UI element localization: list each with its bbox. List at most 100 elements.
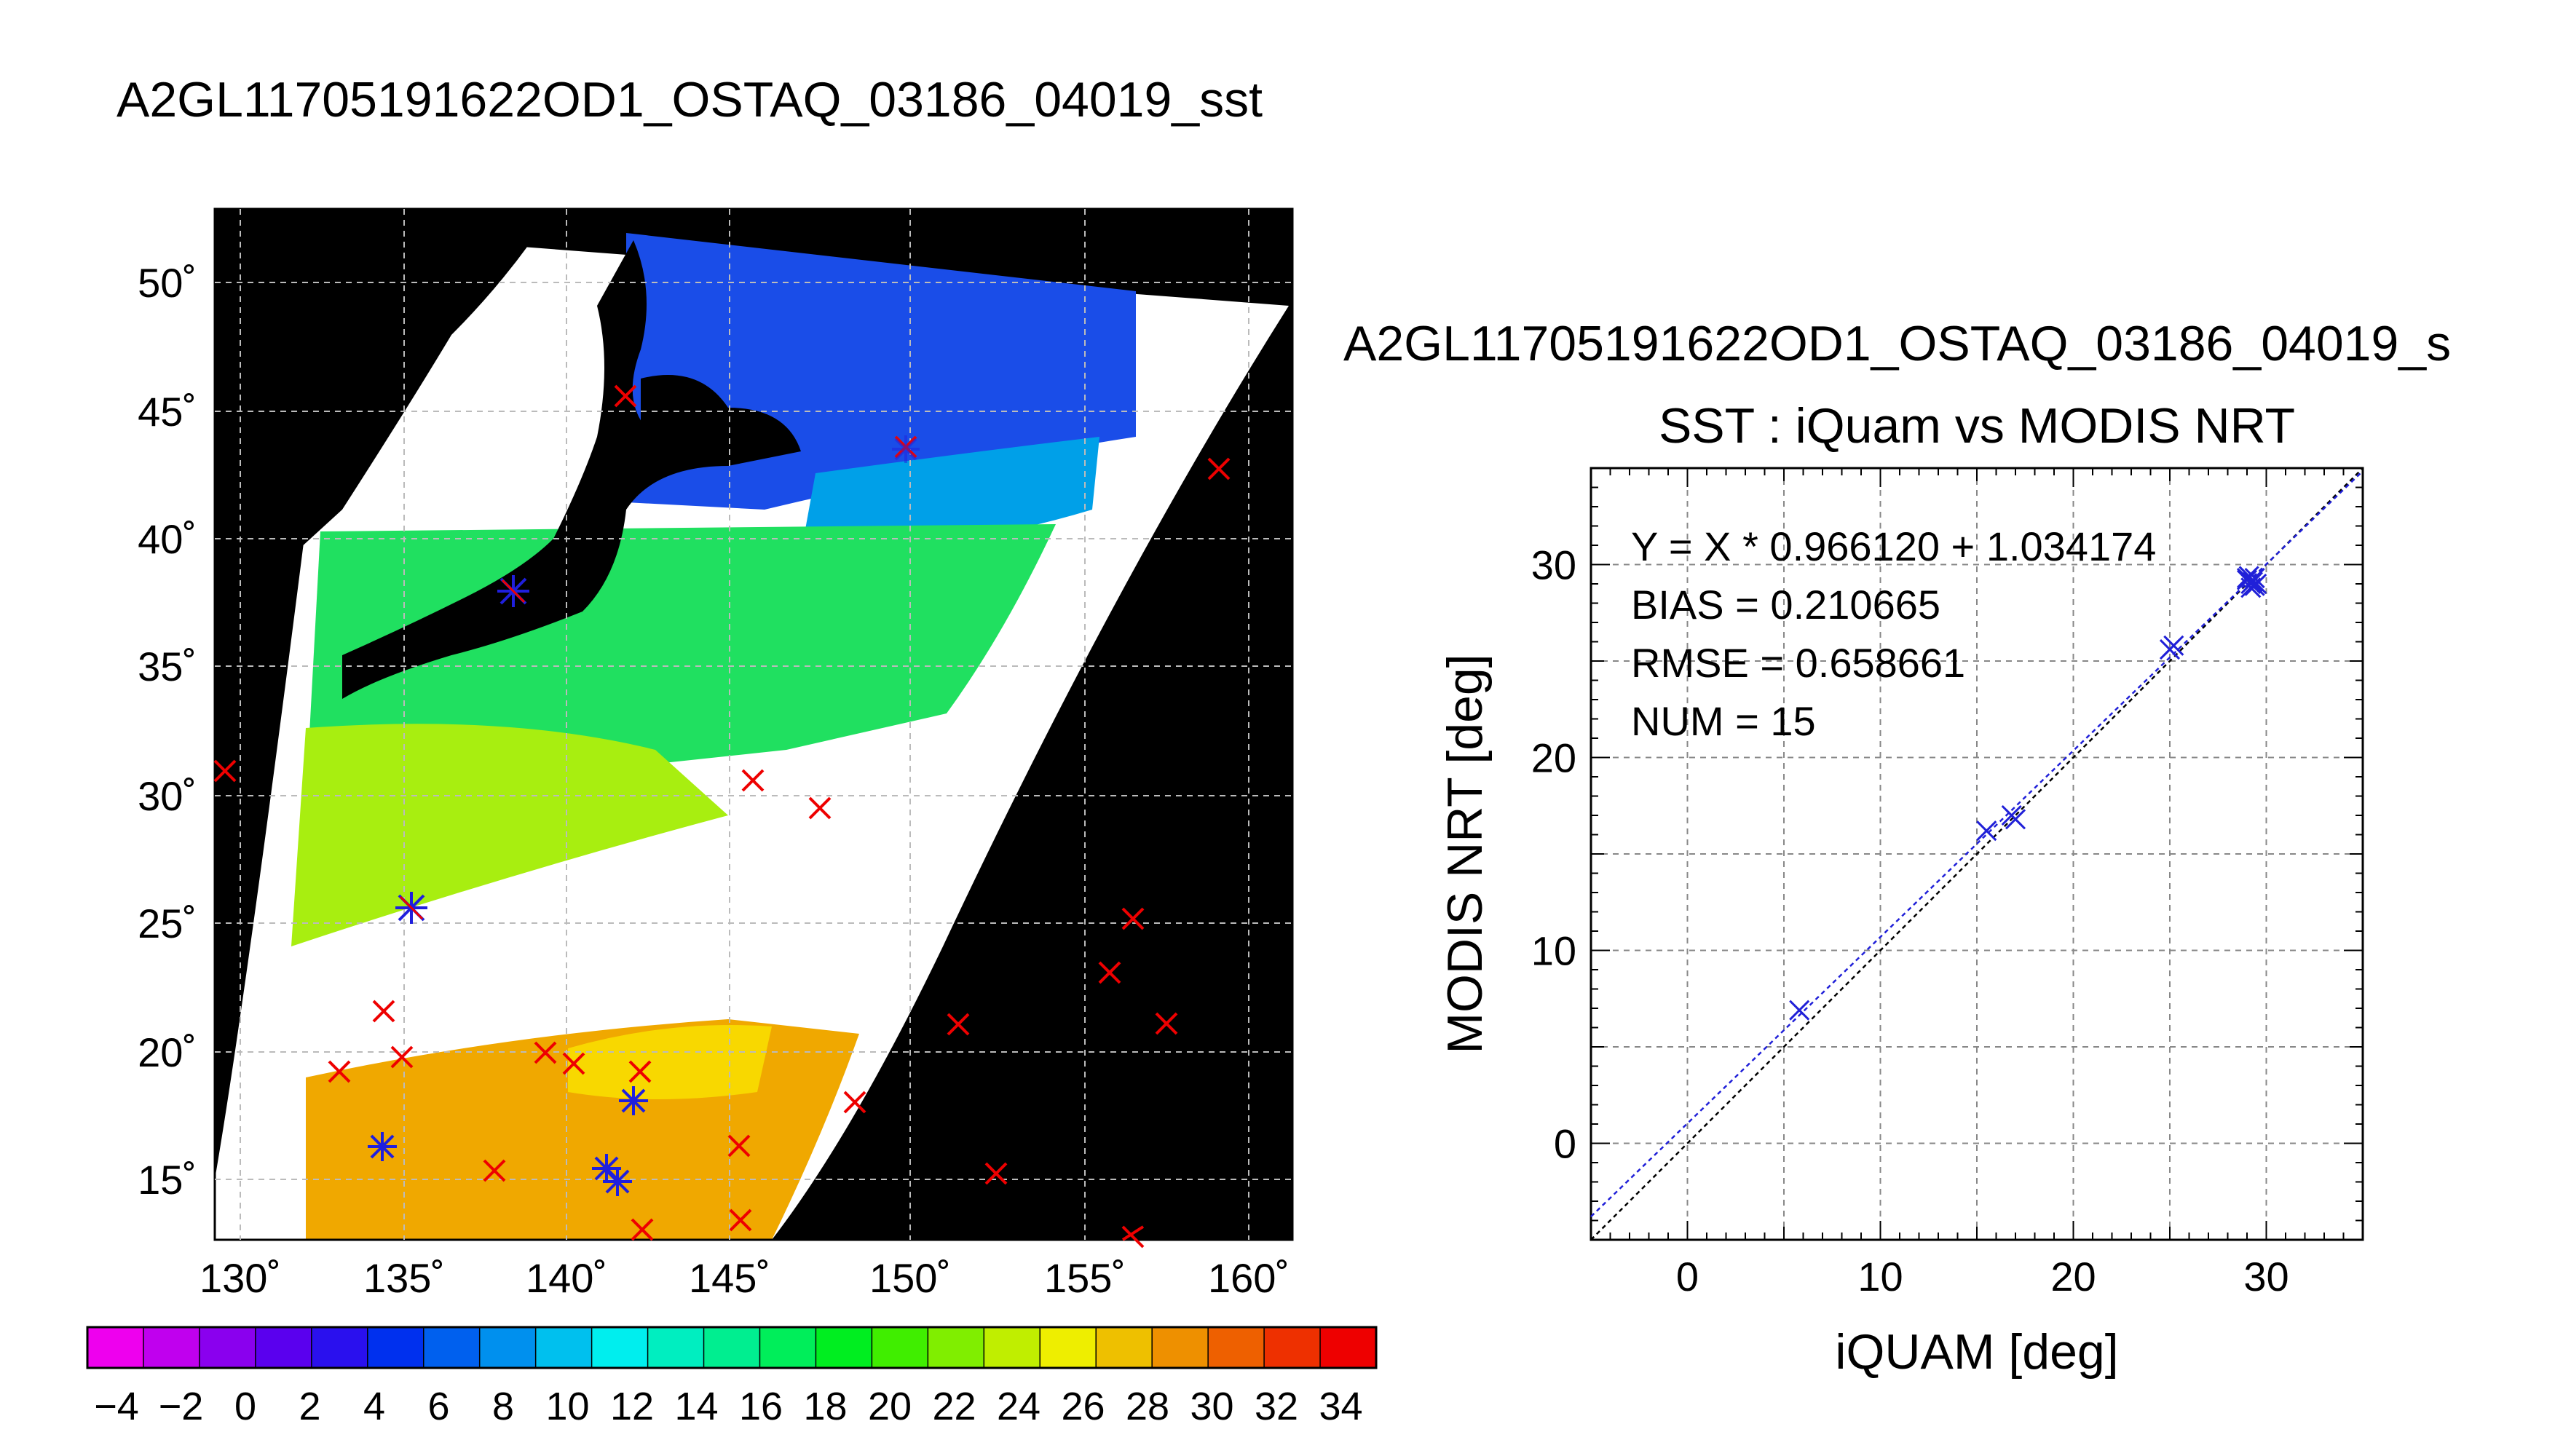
stats-equation: Y = X * 0.966120 + 1.034174 [1631, 523, 2156, 569]
colorbar-swatch [647, 1327, 705, 1368]
map-lat-tick-label: 35˚ [138, 644, 197, 689]
map-lon-tick-label: 145˚ [689, 1255, 770, 1301]
stats-num: NUM = 15 [1631, 698, 1816, 744]
colorbar-swatch [872, 1327, 928, 1368]
map-lat-tick-label: 30˚ [138, 773, 197, 819]
colorbar-swatch [87, 1327, 144, 1368]
scatter-point [2005, 809, 2026, 830]
buoy-marker [534, 1041, 557, 1064]
scatter-y-tick-label: 20 [1531, 735, 1576, 781]
map-longitude-ticks: 130˚ 135˚ 140˚ 145˚ 150˚ 155˚ 160˚ [200, 1255, 1290, 1301]
scatter-title: SST : iQuam vs MODIS NRT [1659, 398, 2295, 454]
colorbar-swatch [1320, 1327, 1377, 1368]
map-gridlines [215, 209, 1292, 1240]
page-title: A2GL11705191622OD1_OSTAQ_03186_04019_sst [117, 72, 1263, 127]
buoy-marker [947, 1013, 970, 1036]
colorbar-swatch [311, 1327, 368, 1368]
colorbar-swatch [367, 1327, 424, 1368]
buoy-marker [984, 1162, 1008, 1185]
buoy-marker [1155, 1012, 1178, 1035]
colorbar-swatch [199, 1327, 256, 1368]
scatter-y-tick-label: 10 [1531, 928, 1576, 974]
map-swath-layer [215, 209, 1289, 1240]
map-lon-tick-label: 135˚ [363, 1255, 445, 1301]
swath-north-cyan [801, 437, 1099, 553]
colorbar-swatch [1152, 1327, 1209, 1368]
colorbar-swatch [591, 1327, 649, 1368]
colorbar-tick-label: 16 [739, 1385, 783, 1428]
scatter-x-tick-label: 20 [2050, 1254, 2096, 1299]
buoy-marker [614, 384, 637, 408]
match-marker [368, 1132, 397, 1161]
buoy-marker [631, 1218, 654, 1241]
scatter-point [2244, 567, 2265, 589]
colorbar-tick-label: 2 [299, 1385, 320, 1428]
colorbar-tick-label: 26 [1061, 1385, 1105, 1428]
map-lon-tick-label: 150˚ [869, 1255, 951, 1301]
buoy-marker [328, 1060, 351, 1083]
map-lat-tick-label: 20˚ [138, 1029, 197, 1075]
buoy-marker [843, 1091, 866, 1114]
scatter-points [1789, 566, 2267, 1021]
match-marker [603, 1167, 632, 1196]
scatter-x-tick-labels: 0 10 20 30 [1676, 1254, 2289, 1299]
buoy-marker [562, 1052, 585, 1075]
buoy-marker [729, 1208, 752, 1232]
colorbar-swatch [423, 1327, 481, 1368]
colorbar-tick-label: 32 [1255, 1385, 1298, 1428]
colorbar-swatch [535, 1327, 593, 1368]
buoy-marker [1098, 961, 1121, 984]
colorbar-tick-label: 10 [545, 1385, 589, 1428]
buoy-marker [372, 1000, 395, 1023]
match-marker [592, 1154, 621, 1183]
scatter-panel: 0 10 20 30 0 10 20 30 Y = X * 0.966120 + 1.034… [1437, 467, 2364, 1380]
colorbar-swatch [1096, 1327, 1153, 1368]
buoy-marker [390, 1045, 414, 1069]
match-marker [619, 1086, 648, 1115]
scatter-x-tick-label: 0 [1676, 1254, 1699, 1299]
colorbar-tick-label: 8 [492, 1385, 514, 1428]
map-lat-tick-label: 15˚ [138, 1157, 197, 1203]
hokkaido-landmass [641, 375, 801, 466]
map-lon-tick-label: 130˚ [200, 1255, 281, 1301]
colorbar-swatches [87, 1327, 1377, 1368]
buoy-marker [628, 1060, 652, 1083]
japan-landmass [342, 240, 786, 699]
map-lon-tick-label: 160˚ [1208, 1255, 1290, 1301]
map-latitude-ticks: 15˚ 20˚ 25˚ 30˚ 35˚ 40˚ 45˚ 50˚ [138, 260, 197, 1203]
sst-map-panel: 15˚ 20˚ 25˚ 30˚ 35˚ 40˚ 45˚ 50˚ 130˚ 135˚ 140˚ 145… [138, 207, 1294, 1301]
colorbar-frame [86, 1326, 1378, 1369]
match-marker [497, 575, 529, 607]
buoy-marker [213, 759, 237, 783]
colorbar-tick-label: 18 [803, 1385, 847, 1428]
match-markers [368, 435, 920, 1196]
match-marker [892, 435, 920, 463]
buoy-markers [213, 384, 1231, 1249]
map-lat-tick-label: 25˚ [138, 901, 197, 946]
stats-bias: BIAS = 0.210665 [1631, 582, 1940, 628]
colorbar-tick-label: 28 [1126, 1385, 1169, 1428]
scatter-point [2242, 571, 2264, 593]
map-lat-tick-label: 40˚ [138, 516, 197, 562]
colorbar-swatch [1208, 1327, 1265, 1368]
colorbar-tick-label: 0 [234, 1385, 256, 1428]
sst-colorbar: −4 −2 0 2 4 6 8 10 12 14 16 18 20 22 24 26 28 30 32 34 [86, 1326, 1378, 1428]
match-marker [395, 892, 427, 924]
colorbar-tick-label: 12 [610, 1385, 654, 1428]
stats-rmse: RMSE = 0.658661 [1631, 640, 1965, 686]
colorbar-tick-label: 6 [427, 1385, 449, 1428]
scatter-minor-ticks [1591, 468, 2363, 1240]
buoy-marker [1121, 1225, 1145, 1249]
colorbar-tick-label: −2 [159, 1385, 204, 1428]
buoy-marker [483, 1159, 506, 1182]
map-lon-tick-label: 140˚ [526, 1255, 607, 1301]
identity-line [1590, 467, 2364, 1241]
buoy-marker [1121, 907, 1145, 930]
scatter-y-tick-label: 30 [1531, 542, 1576, 588]
colorbar-swatch [703, 1327, 761, 1368]
colorbar-tick-label: −4 [94, 1385, 139, 1428]
colorbar-swatch [816, 1327, 872, 1368]
buoy-marker [727, 1134, 751, 1158]
asia-mainland [215, 209, 553, 626]
regression-fit-line [1590, 470, 2364, 1218]
